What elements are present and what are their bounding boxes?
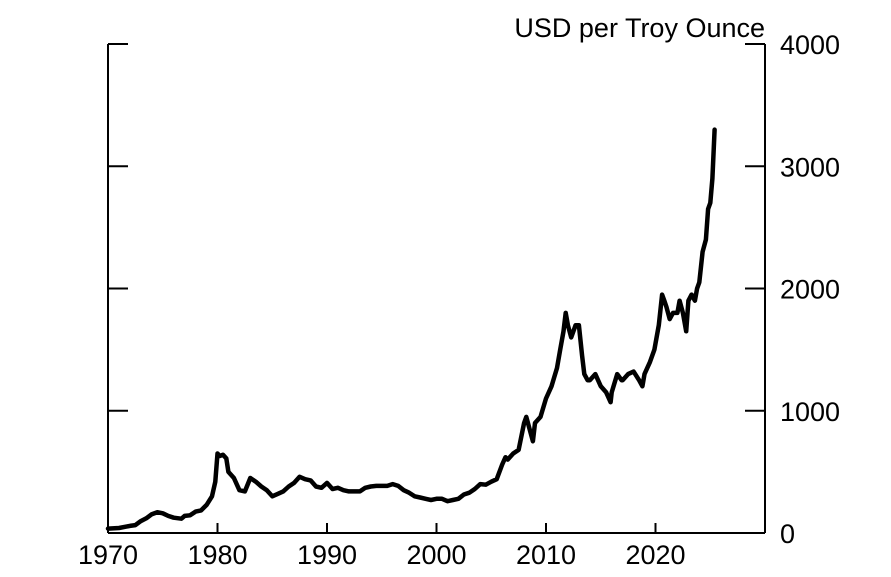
y-axis-unit-label: USD per Troy Ounce	[514, 13, 765, 43]
axes	[107, 44, 766, 534]
x-tick-label: 2020	[625, 540, 685, 570]
x-tick-label: 2000	[406, 540, 466, 570]
y-axis-ticks: 0 1000 2000 3000 4000	[108, 30, 840, 549]
x-tick-label: 1990	[297, 540, 357, 570]
y-tick-label: 0	[780, 519, 795, 549]
y-tick-label: 4000	[780, 30, 840, 60]
y-tick-label: 1000	[780, 397, 840, 427]
y-tick-label: 3000	[780, 152, 840, 182]
x-tick-label: 1970	[78, 540, 138, 570]
series-group	[105, 127, 717, 531]
x-tick-label: 1980	[187, 540, 247, 570]
x-axis-ticks: 1970 1980 1990 2000 2010 2020	[78, 523, 686, 570]
gold-price-series-line	[105, 127, 717, 531]
x-tick-label: 2010	[516, 540, 576, 570]
y-tick-label: 2000	[780, 275, 840, 305]
